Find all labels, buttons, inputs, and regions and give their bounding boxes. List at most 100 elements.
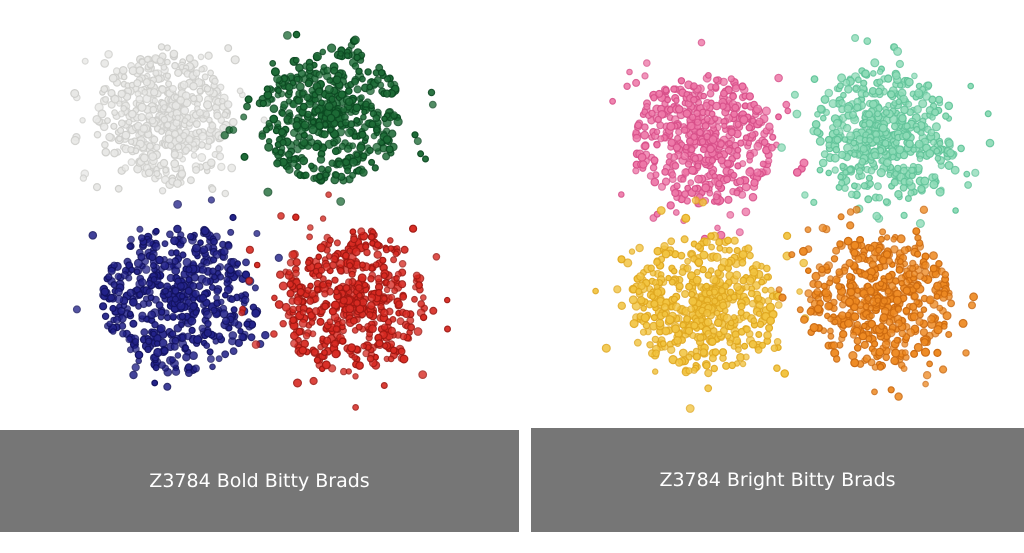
bead	[419, 313, 428, 322]
bead	[251, 340, 261, 349]
bead	[339, 296, 348, 305]
bead	[712, 76, 720, 84]
bead	[706, 289, 713, 297]
bead	[664, 96, 672, 104]
bead-cluster	[775, 205, 978, 401]
bead	[200, 226, 210, 236]
bead	[681, 213, 691, 223]
bead	[221, 111, 229, 119]
bead	[312, 51, 322, 62]
bead	[259, 99, 267, 108]
bead	[234, 260, 242, 267]
bead	[131, 338, 140, 346]
bead	[171, 336, 180, 345]
bead	[228, 295, 236, 303]
bead	[660, 303, 670, 312]
bead	[638, 160, 648, 169]
bead	[902, 286, 912, 295]
bead	[694, 258, 704, 267]
bead	[820, 282, 828, 290]
bead	[151, 242, 161, 252]
bead	[313, 356, 321, 364]
bead	[733, 282, 742, 292]
bead	[838, 98, 846, 107]
bead	[189, 351, 198, 361]
bead	[900, 166, 908, 175]
bead	[874, 297, 882, 304]
bead	[722, 313, 732, 323]
bead	[661, 177, 671, 186]
bead	[261, 331, 270, 340]
bead	[251, 308, 261, 318]
bead	[135, 66, 144, 75]
bead	[839, 162, 846, 170]
bead	[299, 156, 309, 166]
bead	[719, 301, 728, 310]
bead	[101, 312, 110, 320]
bead	[655, 318, 665, 328]
bead	[836, 82, 844, 90]
bead	[368, 158, 376, 166]
bead	[629, 319, 639, 329]
bead	[894, 392, 903, 401]
bead	[651, 335, 660, 344]
bead	[305, 63, 314, 72]
bead	[761, 286, 769, 294]
bead	[683, 315, 692, 324]
bead	[770, 344, 779, 353]
bead	[262, 126, 270, 134]
bead	[922, 91, 931, 101]
bead	[895, 59, 905, 69]
bead	[240, 295, 250, 305]
bead	[189, 94, 198, 103]
bead	[114, 287, 123, 297]
bead	[326, 318, 334, 326]
bead	[278, 281, 288, 291]
bead	[279, 109, 287, 118]
bead	[916, 239, 924, 247]
bead	[726, 339, 734, 347]
bead	[806, 307, 815, 316]
bead	[409, 224, 418, 233]
bead	[887, 90, 896, 99]
bead	[876, 78, 884, 86]
bead	[169, 312, 178, 321]
bead	[306, 233, 314, 241]
bead	[381, 115, 388, 123]
bead	[765, 157, 773, 165]
bead	[767, 143, 776, 152]
bead	[70, 88, 80, 98]
bead	[106, 320, 113, 328]
bead	[110, 94, 120, 104]
bead	[642, 321, 651, 330]
bead	[924, 81, 933, 90]
bead	[916, 155, 924, 163]
bead	[849, 331, 858, 339]
bead	[933, 147, 941, 155]
bead	[309, 330, 317, 338]
bead	[366, 301, 376, 310]
bead	[724, 195, 733, 204]
bead	[810, 75, 819, 83]
bead	[360, 342, 368, 350]
bead	[640, 130, 650, 140]
bead	[706, 189, 714, 197]
bead	[303, 93, 312, 102]
bead	[890, 356, 900, 366]
bead	[81, 57, 89, 65]
bead	[351, 62, 360, 70]
bead	[127, 138, 135, 145]
bead	[419, 294, 427, 301]
bead	[116, 100, 123, 107]
bead	[920, 338, 929, 347]
bead	[321, 290, 329, 298]
bead	[223, 100, 233, 109]
bead	[170, 236, 180, 246]
bead	[670, 153, 679, 161]
bead	[148, 152, 158, 162]
bead	[910, 146, 917, 153]
bead	[947, 299, 955, 308]
bead	[969, 292, 978, 302]
bead	[102, 95, 110, 103]
bead	[215, 332, 224, 341]
